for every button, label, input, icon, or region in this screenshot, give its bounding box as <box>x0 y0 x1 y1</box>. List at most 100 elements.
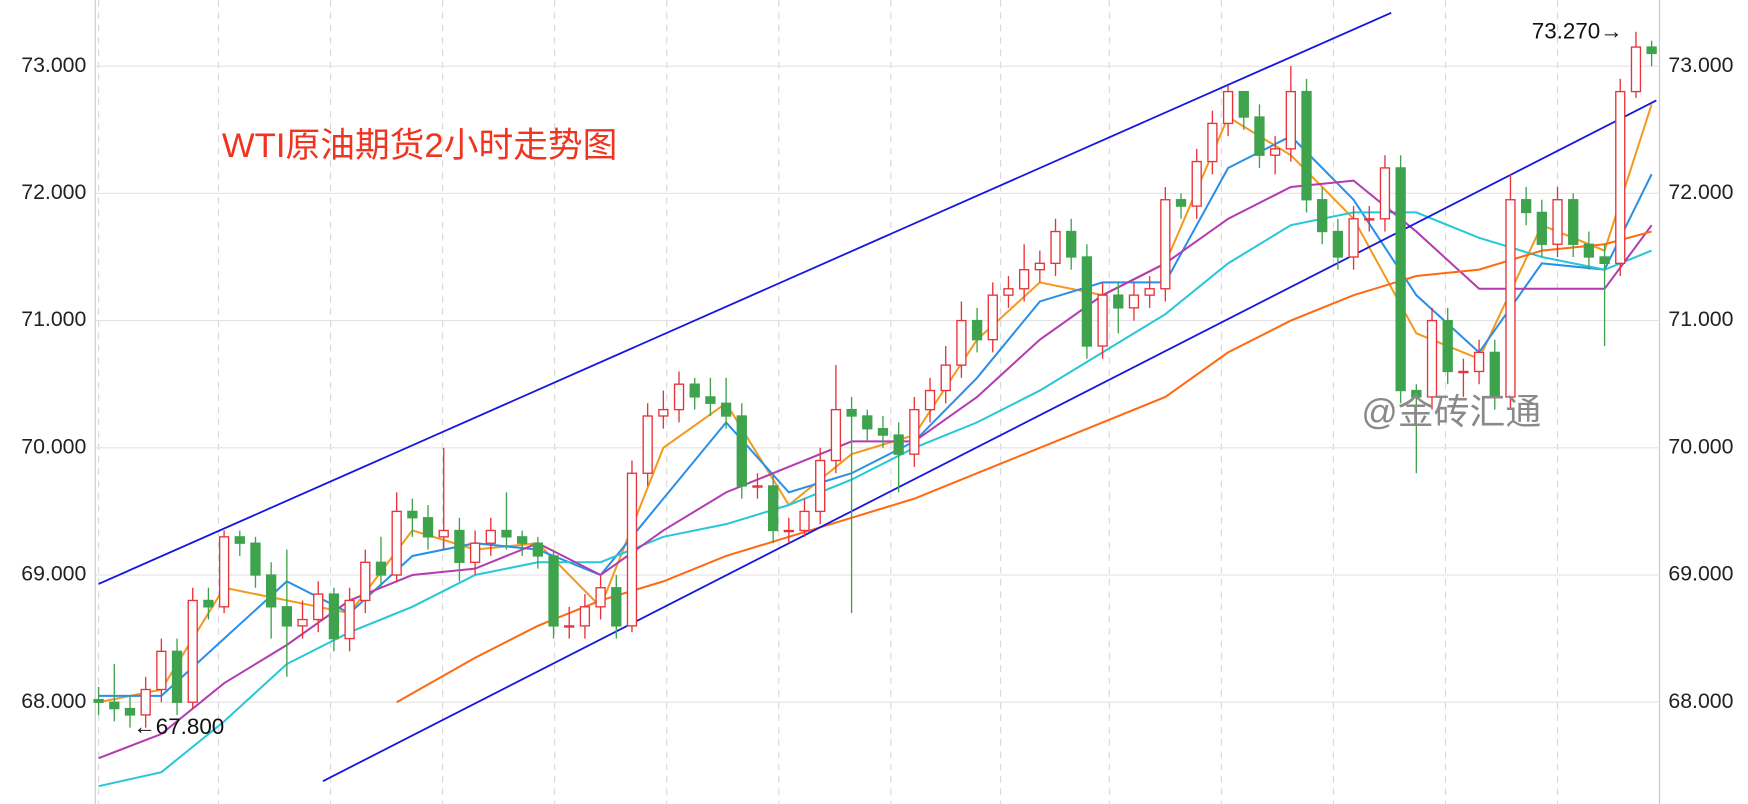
candle-body <box>1097 294 1108 347</box>
candle-body <box>1395 167 1406 392</box>
candle-body <box>1615 90 1626 265</box>
candle-body <box>1536 211 1547 245</box>
candle-body <box>1348 218 1359 258</box>
candle-body <box>156 650 167 691</box>
candle-body <box>313 593 324 621</box>
candle-body <box>1520 199 1532 214</box>
candle-body <box>1458 370 1469 374</box>
candle-body <box>469 542 481 563</box>
candle-body <box>626 472 638 627</box>
candle-body <box>799 510 810 532</box>
candle-body <box>218 536 230 608</box>
candle-body <box>1568 199 1579 245</box>
y-tick-label-right: 69.000 <box>1668 562 1733 586</box>
candle-body <box>846 408 857 417</box>
candle-body <box>328 593 340 640</box>
candle-body <box>705 396 716 404</box>
candle-body <box>673 383 685 411</box>
y-tick-label-right: 68.000 <box>1668 689 1733 713</box>
candle-body <box>815 459 826 513</box>
candle-body <box>783 529 794 533</box>
candle-body <box>909 408 920 455</box>
candle-body <box>1018 269 1030 290</box>
y-tick-label-left: 73.000 <box>21 53 86 77</box>
candle-body <box>281 606 293 627</box>
annotation-low: ←67.800 <box>133 714 224 739</box>
candle-body <box>658 408 669 417</box>
candle-body <box>830 408 842 462</box>
candle-body <box>124 707 136 716</box>
candle-body <box>407 510 418 519</box>
candle-body <box>642 415 653 474</box>
candle-body <box>862 415 873 430</box>
candle-body <box>1583 243 1595 258</box>
candle-body <box>720 402 732 417</box>
candle-body <box>1630 46 1642 93</box>
candle-body <box>438 529 449 538</box>
candle-body <box>1222 90 1234 125</box>
candle-body <box>924 389 936 411</box>
y-tick-label-left: 68.000 <box>21 689 86 713</box>
candle-body <box>1238 90 1249 118</box>
candle-body <box>1081 256 1093 347</box>
candle-body <box>1332 230 1344 258</box>
candle-body <box>1254 116 1265 156</box>
candle-body <box>1364 218 1375 221</box>
candle-body <box>1426 319 1438 398</box>
chart-title: WTI原油期货2小时走势图 <box>222 126 618 165</box>
candle-body <box>877 428 889 436</box>
candle-body <box>422 517 434 538</box>
candle-body <box>564 625 575 628</box>
candle-body <box>501 529 512 538</box>
candle-body <box>266 574 277 608</box>
y-tick-label-left: 69.000 <box>21 562 86 586</box>
candle-body <box>234 536 245 544</box>
candle-body <box>1442 319 1453 373</box>
y-tick-label-right: 70.000 <box>1668 434 1733 458</box>
candle-body <box>140 688 151 716</box>
candle-body <box>454 529 465 563</box>
candle-body <box>485 529 496 544</box>
candle-body <box>1113 294 1124 309</box>
candle-body <box>1175 199 1187 207</box>
moving-average-line <box>98 179 1653 760</box>
y-tick-label-right: 71.000 <box>1668 307 1733 331</box>
candle-body <box>203 599 214 608</box>
trend-line <box>322 99 1657 782</box>
y-tick-label-left: 70.000 <box>21 434 86 458</box>
candle-body <box>752 485 763 488</box>
candle-body <box>736 415 747 487</box>
moving-average-line <box>98 211 1653 788</box>
candle-body <box>1552 199 1563 245</box>
candle-body <box>971 319 983 341</box>
watermark: @金砖汇通 <box>1361 392 1541 432</box>
candle-body <box>1473 351 1485 373</box>
candle-body <box>767 485 779 532</box>
candle-body <box>987 294 998 341</box>
labels: 68.000 68.000 69.000 69.000 70.000 70.000 71.0… <box>21 53 1733 713</box>
candle-body <box>1411 389 1422 398</box>
candle-body <box>1128 294 1140 309</box>
candle-body <box>1269 148 1281 156</box>
candle-body <box>579 606 591 627</box>
candle-body <box>532 542 544 557</box>
candle-body <box>187 599 198 703</box>
candle-body <box>1066 230 1077 258</box>
candle-body <box>1160 199 1171 290</box>
candle-body <box>93 699 104 703</box>
candle-body <box>548 555 559 627</box>
candle-body <box>595 587 606 608</box>
candle-body <box>1191 160 1202 207</box>
candles <box>93 31 1657 728</box>
candle-body <box>1317 199 1328 233</box>
y-tick-label-left: 72.000 <box>21 180 86 204</box>
candle-body <box>517 536 528 544</box>
candle-body <box>611 587 622 627</box>
candle-body <box>940 364 951 392</box>
candle-body <box>1207 122 1218 163</box>
annotation-high: 73.270→ <box>1532 18 1623 43</box>
candle-body <box>1489 351 1500 398</box>
candle-body <box>171 650 183 703</box>
y-tick-label-right: 72.000 <box>1668 180 1733 204</box>
